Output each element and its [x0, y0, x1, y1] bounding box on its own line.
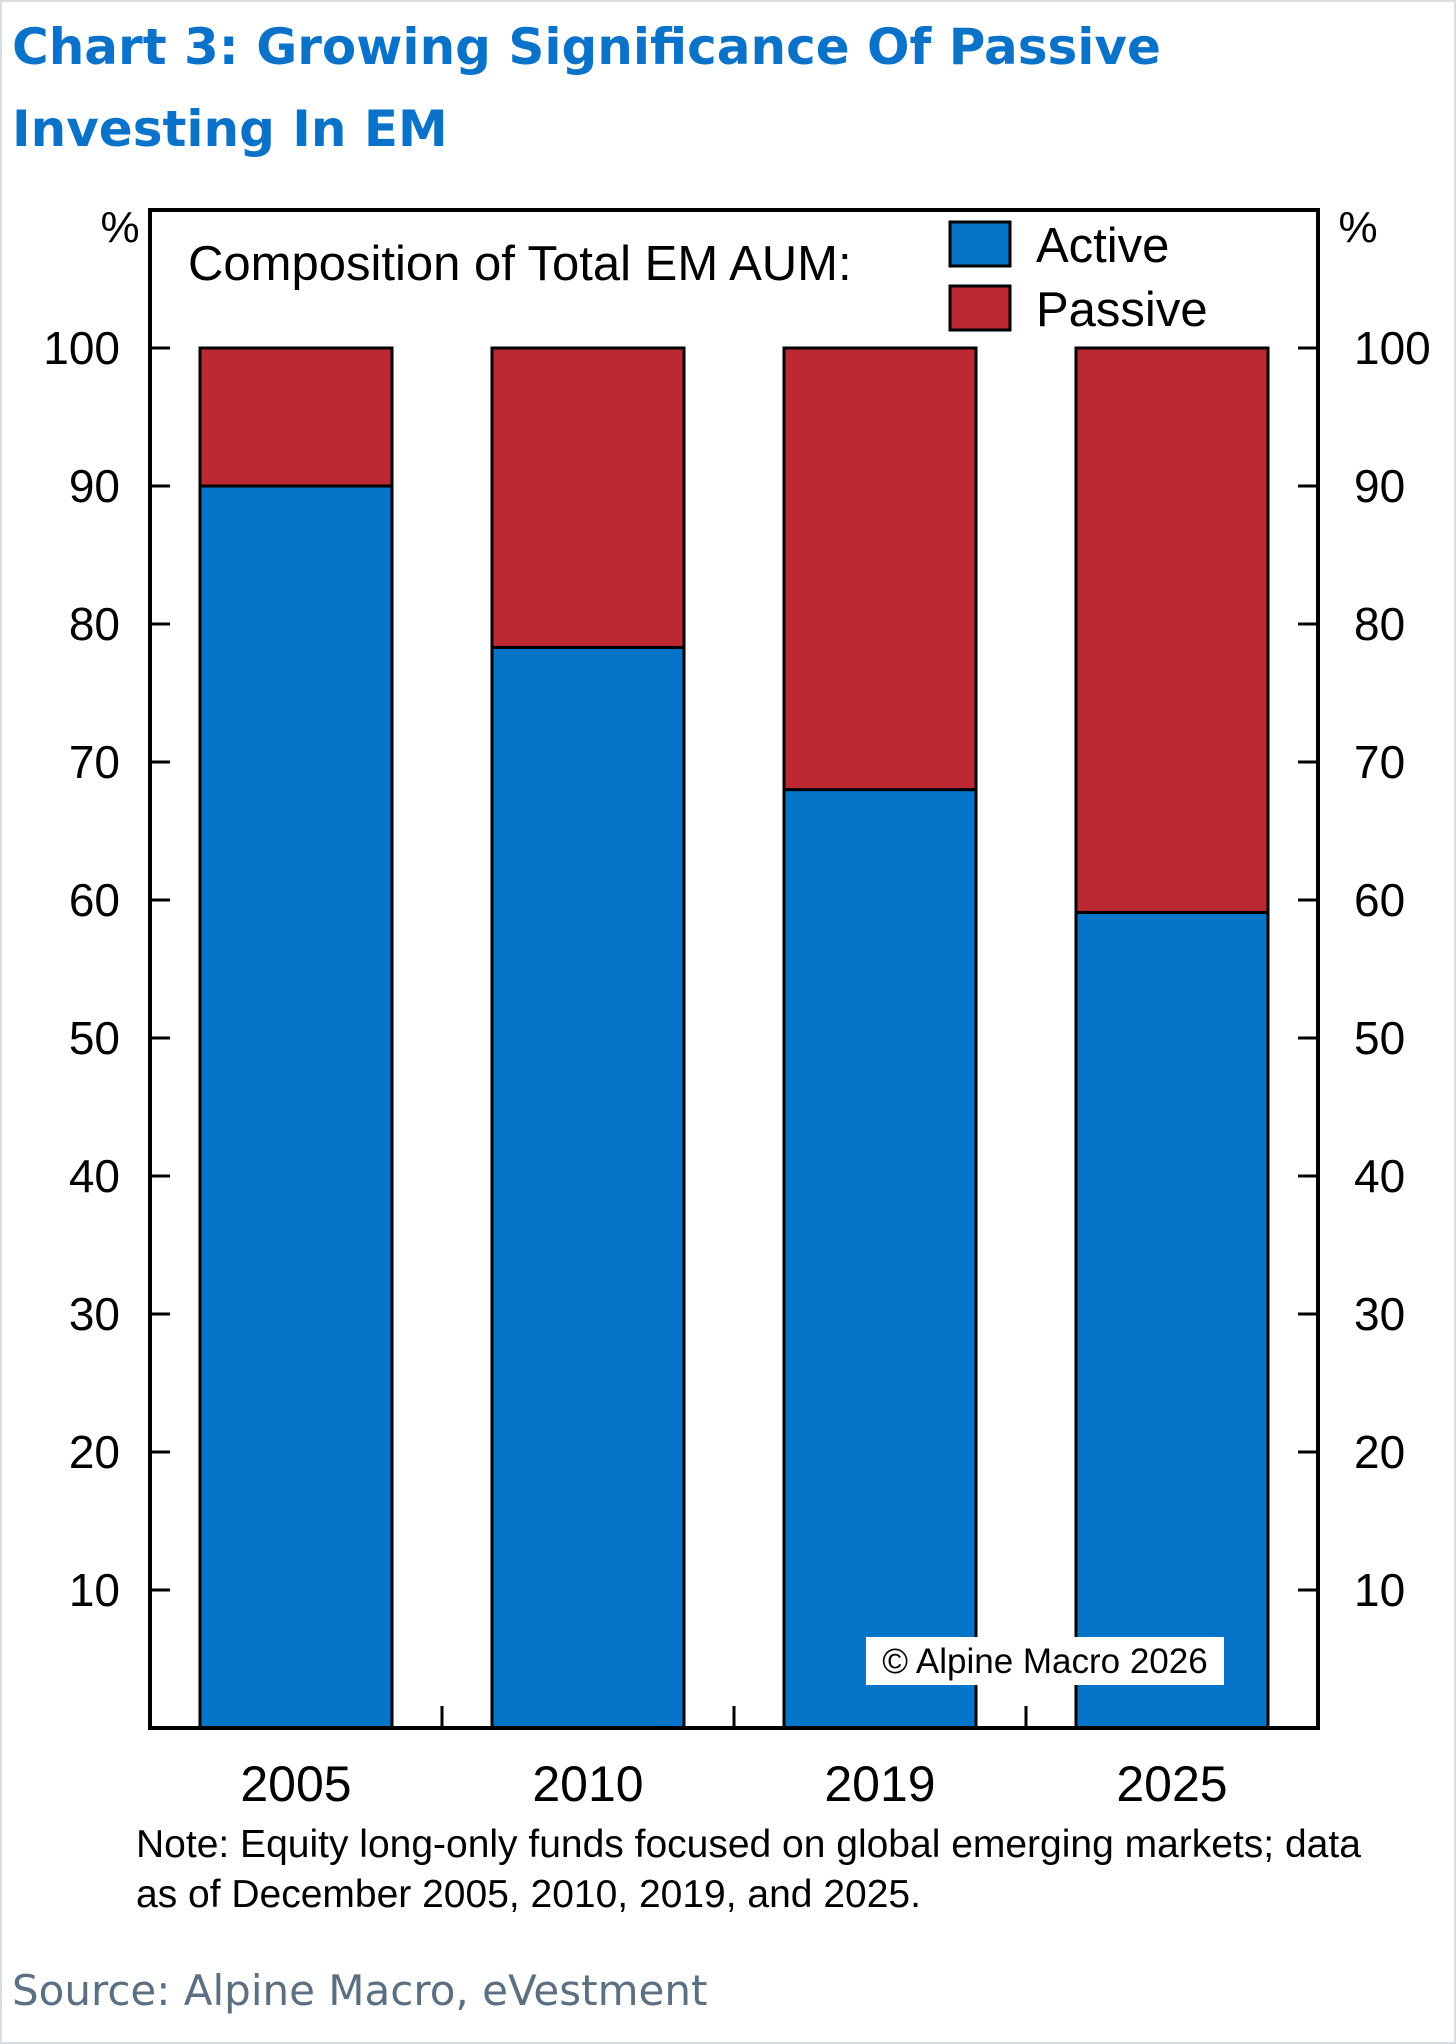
y-tick-label-left-80: 80 — [69, 598, 120, 650]
y-tick-label-left-70: 70 — [69, 736, 120, 788]
y-tick-label-left-60: 60 — [69, 874, 120, 926]
y-tick-label-left-50: 50 — [69, 1012, 120, 1064]
y-unit-right: % — [1338, 203, 1377, 252]
y-tick-label-right-100: 100 — [1354, 322, 1431, 374]
y-tick-label-right-70: 70 — [1354, 736, 1405, 788]
bar-passive-2019 — [782, 346, 978, 792]
bar-chart: 10 10 20 20 30 30 40 40 50 50 60 60 70 70 80 80 90 90 100 1… — [43, 203, 1431, 1810]
chart-title: Chart 3: Growing Significance Of Passive… — [12, 18, 1161, 158]
legend-active-swatch — [948, 220, 1012, 268]
bar-passive-2005 — [198, 346, 394, 488]
y-tick-label-left-30: 30 — [69, 1288, 120, 1340]
y-tick-label-right-50: 50 — [1354, 1012, 1405, 1064]
legend-passive-label: Passive — [1036, 283, 1208, 337]
y-tick-label-left-40: 40 — [69, 1150, 120, 1202]
watermark: © Alpine Macro 2026 — [882, 1642, 1207, 1681]
watermark-box — [866, 1637, 1224, 1685]
y-tick-label-left-90: 90 — [69, 460, 120, 512]
chart-inner-title: Composition of Total EM AUM: — [188, 237, 852, 291]
bar-active-2005 — [198, 484, 394, 1730]
y-tick-label-left-100: 100 — [43, 322, 120, 374]
y-tick-label-right-40: 40 — [1354, 1150, 1405, 1202]
x-tick-label-2010: 2010 — [532, 1756, 643, 1810]
y-tick-label-left-10: 10 — [69, 1564, 120, 1616]
x-tick-label-2005: 2005 — [240, 1756, 351, 1810]
bar-passive-2010 — [490, 346, 686, 649]
chart-legend: Active Passive — [948, 219, 1208, 337]
y-tick-label-right-60: 60 — [1354, 874, 1405, 926]
bar-active-2010 — [490, 645, 686, 1730]
y-tick-label-right-20: 20 — [1354, 1426, 1405, 1478]
y-tick-label-right-30: 30 — [1354, 1288, 1405, 1340]
bar-active-2019 — [782, 788, 978, 1730]
bar-active-2025 — [1074, 910, 1270, 1730]
bar-passive-2025 — [1074, 346, 1270, 914]
chart-source: Source: Alpine Macro, eVestment — [12, 1966, 708, 2015]
y-tick-label-right-10: 10 — [1354, 1564, 1405, 1616]
y-tick-label-right-80: 80 — [1354, 598, 1405, 650]
y-tick-label-left-20: 20 — [69, 1426, 120, 1478]
ticks-layer: 10 10 20 20 30 30 40 40 50 50 60 60 70 70 80 80 90 90 100 1… — [43, 322, 1431, 1728]
legend-active-label: Active — [1036, 219, 1169, 273]
x-tick-label-2019: 2019 — [824, 1756, 935, 1810]
chart-note: Note: Equity long-only funds focused on … — [136, 1823, 1361, 1916]
bars-layer — [198, 346, 1270, 1730]
y-tick-label-right-90: 90 — [1354, 460, 1405, 512]
legend-passive-swatch — [948, 284, 1012, 332]
x-tick-label-2025: 2025 — [1116, 1756, 1227, 1810]
y-unit-left: % — [100, 203, 139, 252]
